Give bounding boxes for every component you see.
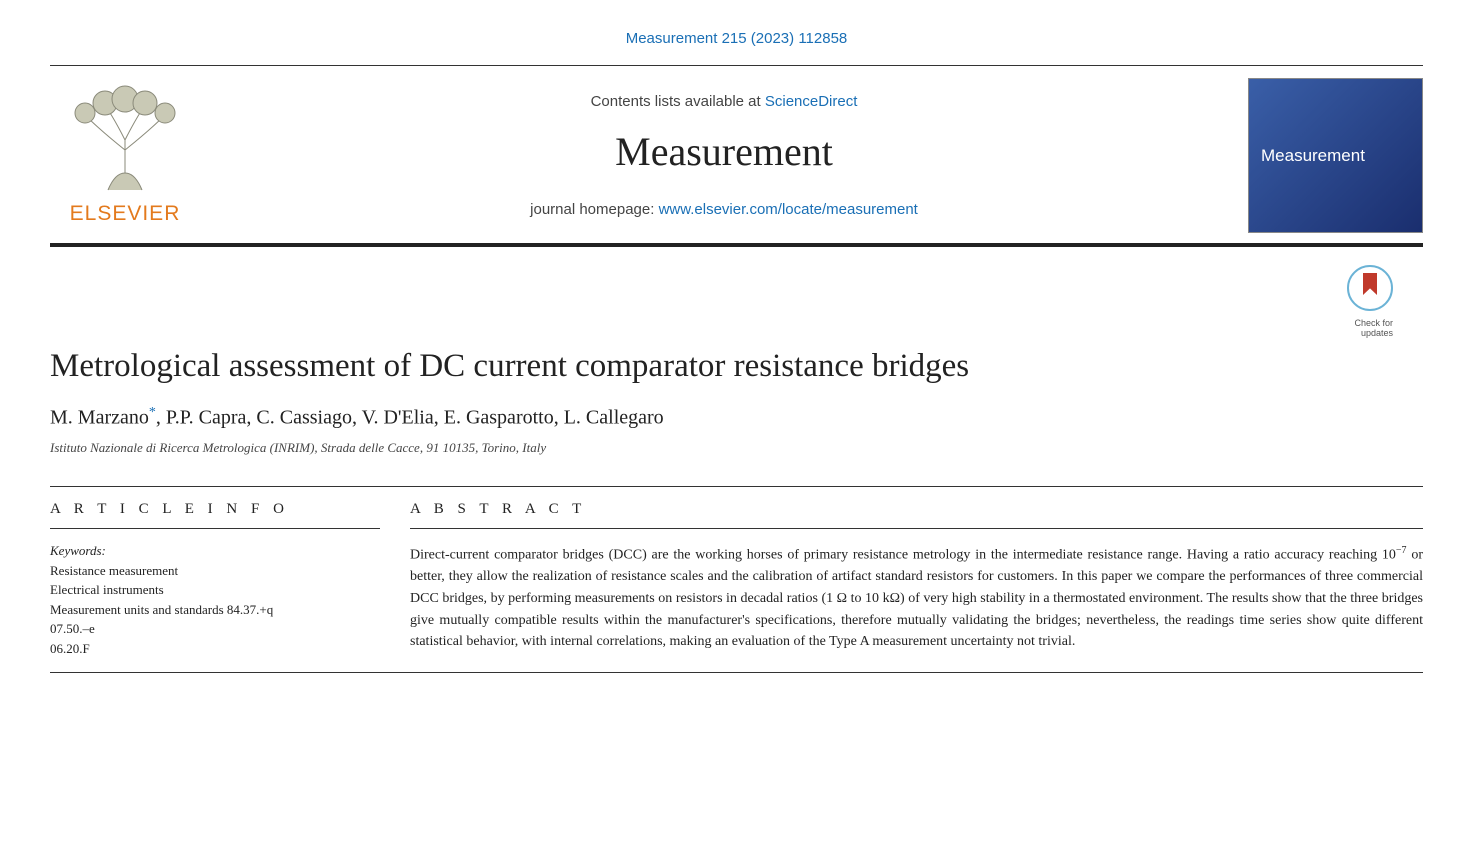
abstract-text: Direct-current comparator bridges (DCC) … [410,543,1423,653]
journal-name: Measurement [200,128,1248,175]
journal-header: ELSEVIER Contents lists available at Sci… [50,65,1423,247]
sciencedirect-link[interactable]: ScienceDirect [765,93,858,110]
elsevier-tree-icon [60,85,190,195]
keyword-item: Resistance measurement [50,561,380,581]
paper-title: Metrological assessment of DC current co… [50,346,1423,387]
authors-line: M. Marzano*, P.P. Capra, C. Cassiago, V.… [50,405,1423,430]
check-updates-label: Check for updates [50,318,1393,338]
keywords-label: Keywords: [50,543,380,559]
publisher-name: ELSEVIER [50,202,200,226]
check-updates-block[interactable]: Check for updates [50,247,1423,338]
authors-rest: , P.P. Capra, C. Cassiago, V. D'Elia, E.… [156,407,664,429]
crossmark-icon [1347,265,1393,311]
keyword-item: Electrical instruments [50,580,380,600]
journal-cover: Measurement [1248,78,1423,233]
contents-available-line: Contents lists available at ScienceDirec… [200,93,1248,110]
homepage-prefix: journal homepage: [530,201,658,218]
homepage-line: journal homepage: www.elsevier.com/locat… [200,201,1248,218]
affiliation: Istituto Nazionale di Ricerca Metrologic… [50,440,1423,456]
info-abstract-row: A R T I C L E I N F O Keywords: Resistan… [50,486,1423,674]
article-info: A R T I C L E I N F O Keywords: Resistan… [50,501,410,659]
abstract-heading: A B S T R A C T [410,501,1423,529]
author-first: M. Marzano [50,407,149,429]
publisher-logo-block: ELSEVIER [50,85,200,226]
contents-prefix: Contents lists available at [591,93,765,110]
journal-reference: Measurement 215 (2023) 112858 [50,20,1423,65]
abstract-exponent: −7 [1396,545,1407,556]
keyword-item: 06.20.F [50,639,380,659]
keyword-item: 07.50.–e [50,619,380,639]
corresponding-marker: * [149,405,156,420]
abstract-part1: Direct-current comparator bridges (DCC) … [410,548,1396,563]
abstract: A B S T R A C T Direct-current comparato… [410,501,1423,659]
keyword-item: Measurement units and standards 84.37.+q [50,600,380,620]
homepage-link[interactable]: www.elsevier.com/locate/measurement [659,201,918,218]
article-info-heading: A R T I C L E I N F O [50,501,380,529]
header-center: Contents lists available at ScienceDirec… [200,93,1248,218]
cover-title: Measurement [1261,146,1365,166]
